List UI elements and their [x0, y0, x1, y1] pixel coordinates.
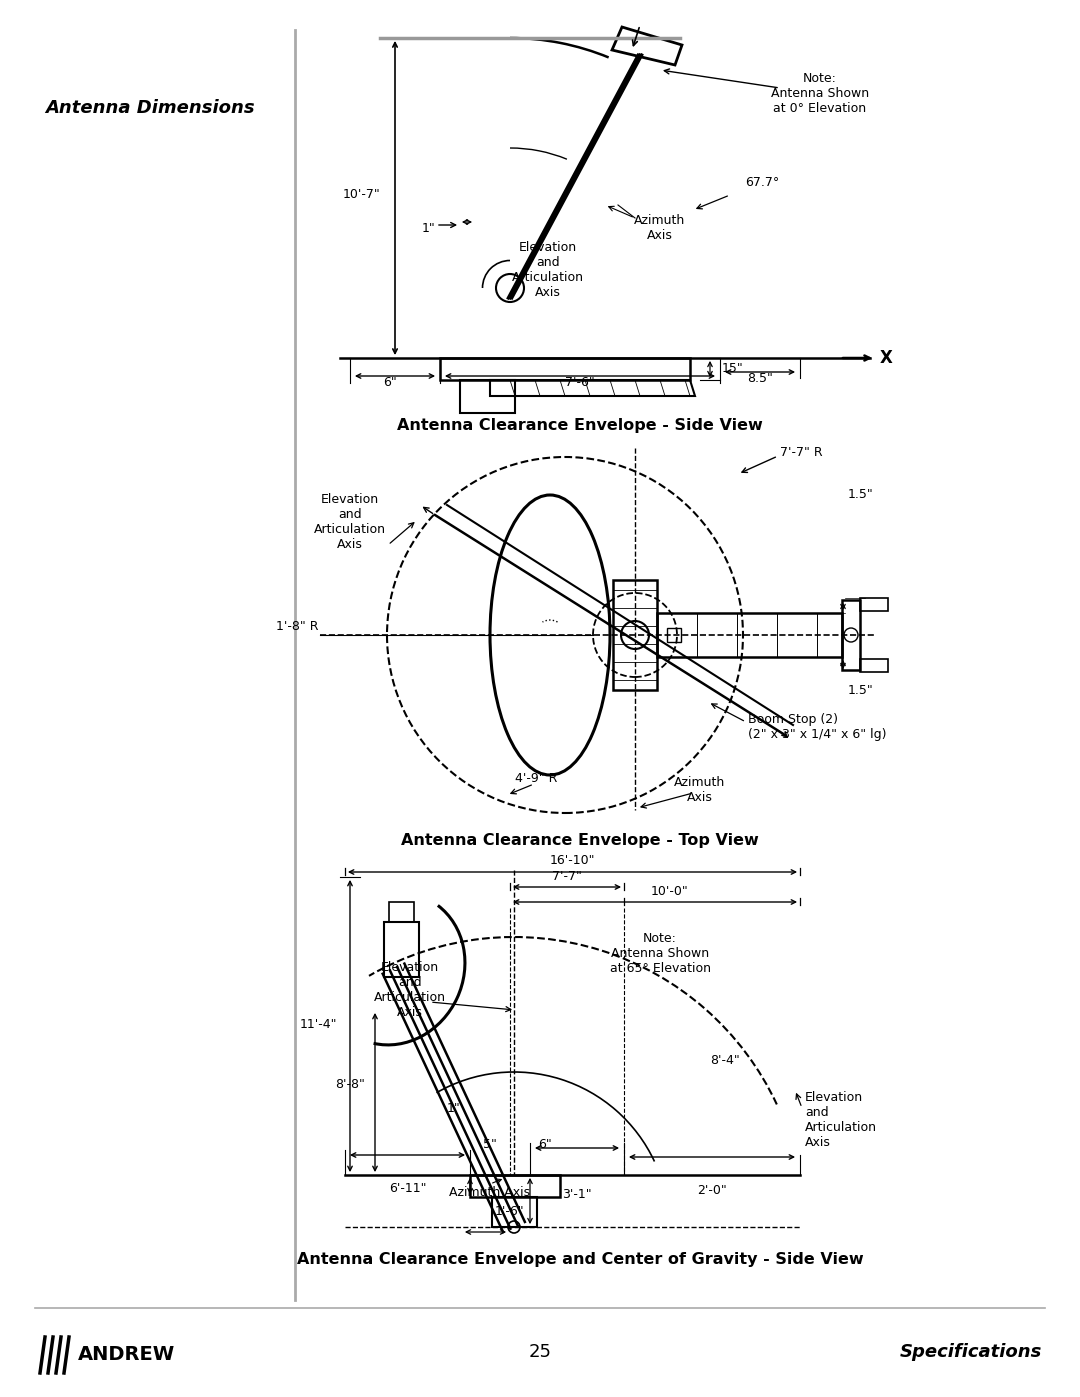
- Text: 8'-4": 8'-4": [710, 1053, 740, 1066]
- Text: 6": 6": [383, 376, 396, 388]
- Text: 10'-0": 10'-0": [651, 886, 689, 898]
- Text: 67.7°: 67.7°: [745, 176, 780, 189]
- Bar: [470, 1175, 561, 1197]
- Text: Elevation
and
Articulation
Axis: Elevation and Articulation Axis: [374, 961, 446, 1018]
- Text: 6": 6": [538, 1139, 552, 1151]
- Text: 1.5": 1.5": [848, 488, 874, 500]
- Text: Azimuth
Axis: Azimuth Axis: [634, 214, 686, 242]
- Text: Specifications: Specifications: [900, 1343, 1042, 1361]
- Text: Azimuth
Axis: Azimuth Axis: [674, 775, 726, 805]
- Bar: [860, 659, 888, 672]
- Bar: [460, 380, 515, 414]
- Text: Azimuth Axis: Azimuth Axis: [449, 1186, 530, 1199]
- Text: 1'-6": 1'-6": [495, 1206, 524, 1218]
- Text: Antenna Clearance Envelope and Center of Gravity - Side View: Antenna Clearance Envelope and Center of…: [297, 1252, 863, 1267]
- Text: 7'-6": 7'-6": [565, 376, 595, 388]
- Bar: [667, 629, 681, 643]
- Text: 6'-11": 6'-11": [389, 1182, 427, 1194]
- Bar: [383, 922, 419, 977]
- Text: 11'-4": 11'-4": [299, 1018, 337, 1031]
- Text: 3'-1": 3'-1": [563, 1187, 592, 1201]
- Text: 1'-8" R: 1'-8" R: [275, 619, 318, 633]
- Text: 5": 5": [483, 1139, 497, 1151]
- Text: 7'-7": 7'-7": [552, 870, 582, 883]
- Bar: [842, 599, 860, 671]
- Text: Elevation
and
Articulation
Axis: Elevation and Articulation Axis: [805, 1091, 877, 1148]
- Text: 16'-10": 16'-10": [550, 854, 595, 868]
- Text: 1": 1": [446, 1101, 460, 1115]
- Text: 15": 15": [723, 362, 744, 376]
- Text: Antenna Clearance Envelope - Top View: Antenna Clearance Envelope - Top View: [401, 833, 759, 848]
- Bar: [492, 1197, 537, 1227]
- Text: ANDREW: ANDREW: [78, 1345, 175, 1365]
- Text: 2'-0": 2'-0": [697, 1185, 727, 1197]
- Text: Boom Stop (2)
(2" x 3" x 1/4" x 6" lg): Boom Stop (2) (2" x 3" x 1/4" x 6" lg): [748, 712, 887, 740]
- Bar: [613, 580, 657, 690]
- Text: 8.5": 8.5": [747, 372, 773, 386]
- Text: 1.5": 1.5": [848, 683, 874, 697]
- Bar: [860, 598, 888, 610]
- Text: Antenna Clearance Envelope - Side View: Antenna Clearance Envelope - Side View: [397, 418, 762, 433]
- Text: Note:
Antenna Shown
at 0° Elevation: Note: Antenna Shown at 0° Elevation: [771, 73, 869, 115]
- Text: Elevation
and
Articulation
Axis: Elevation and Articulation Axis: [314, 493, 386, 550]
- Bar: [657, 613, 842, 657]
- Bar: [389, 901, 414, 922]
- Text: 10'-7": 10'-7": [342, 189, 380, 201]
- Text: Note:
Antenna Shown
at 65° Elevation: Note: Antenna Shown at 65° Elevation: [609, 932, 711, 975]
- Text: Antenna Dimensions: Antenna Dimensions: [45, 99, 255, 117]
- Text: X: X: [880, 349, 893, 367]
- Text: 8'-8": 8'-8": [335, 1078, 365, 1091]
- Text: Elevation
and
Articulation
Axis: Elevation and Articulation Axis: [512, 242, 584, 299]
- Bar: [440, 358, 690, 380]
- Text: 7'-7" R: 7'-7" R: [780, 446, 823, 458]
- Text: 4'-9" R: 4'-9" R: [515, 771, 557, 785]
- Text: 25: 25: [528, 1343, 552, 1361]
- Text: 1": 1": [421, 222, 435, 235]
